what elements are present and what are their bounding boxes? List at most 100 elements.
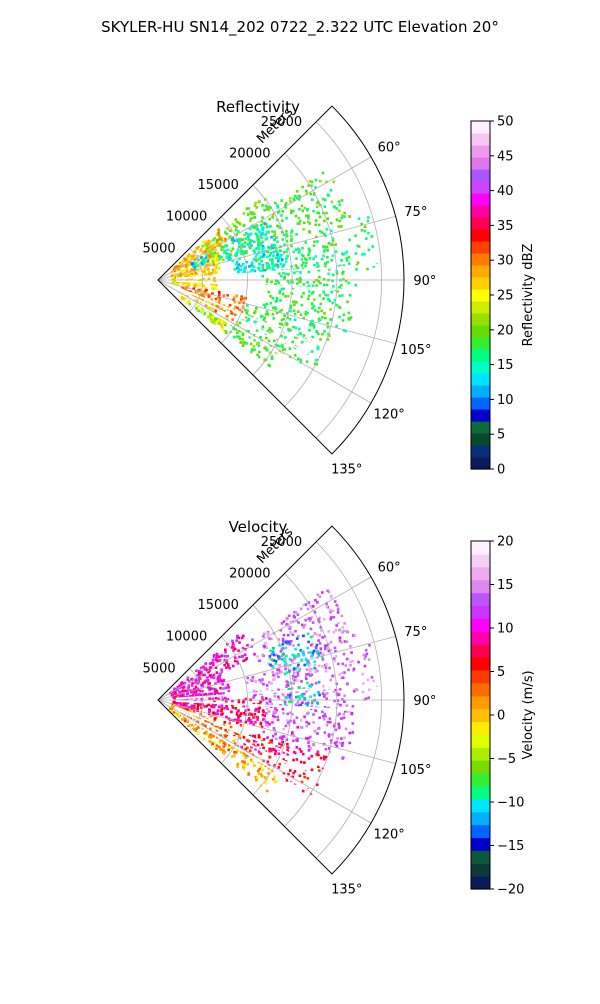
reflectivity-cell [312, 209, 315, 213]
reflectivity-cell [310, 184, 313, 187]
reflectivity-cell [211, 257, 214, 260]
velocity-cell [252, 716, 255, 719]
velocity-cell [308, 619, 312, 622]
velocity-cell [304, 676, 308, 679]
reflectivity-colorbar-segment [471, 181, 490, 194]
velocity-cell [235, 721, 239, 725]
velocity-cell [305, 673, 308, 676]
velocity-cell [293, 610, 296, 614]
reflectivity-cell [259, 233, 263, 236]
velocity-cell [197, 732, 200, 735]
velocity-azimuth-tick-label: 90° [413, 694, 436, 709]
velocity-cell [282, 727, 285, 731]
reflectivity-cell [286, 312, 289, 315]
velocity-cell [250, 721, 254, 724]
velocity-cell [330, 594, 333, 598]
reflectivity-cell [209, 261, 212, 265]
reflectivity-cell [260, 259, 263, 263]
velocity-cell [303, 775, 306, 779]
velocity-cell [246, 746, 249, 750]
velocity-cell [341, 744, 344, 747]
velocity-cell [286, 683, 289, 687]
velocity-cell [316, 783, 319, 786]
reflectivity-cell [285, 230, 288, 233]
velocity-cell [284, 696, 288, 699]
reflectivity-cell [316, 262, 319, 265]
reflectivity-cell [326, 249, 329, 252]
reflectivity-cell [198, 297, 202, 301]
velocity-cell [361, 690, 365, 694]
reflectivity-cell [184, 283, 188, 286]
reflectivity-cell [255, 342, 259, 346]
reflectivity-cell [321, 332, 324, 336]
velocity-cell [329, 616, 333, 619]
velocity-cell [312, 713, 315, 716]
velocity-cell [223, 696, 227, 700]
velocity-cell [184, 717, 187, 720]
reflectivity-cell [253, 338, 257, 342]
velocity-cell [311, 642, 314, 645]
velocity-cell [314, 599, 317, 602]
velocity-cell [286, 681, 290, 684]
reflectivity-cell [206, 247, 210, 250]
reflectivity-cell [274, 343, 278, 347]
reflectivity-cell [212, 254, 216, 257]
reflectivity-cell [282, 277, 286, 280]
reflectivity-cell [227, 308, 230, 311]
reflectivity-cell [195, 290, 199, 293]
velocity-cell [242, 704, 245, 708]
velocity-cell [260, 695, 264, 699]
velocity-cell [257, 659, 261, 663]
reflectivity-cell [272, 339, 276, 343]
velocity-cell [287, 614, 291, 618]
velocity-cell [304, 657, 308, 661]
reflectivity-cell [181, 259, 185, 263]
reflectivity-cell [320, 257, 324, 261]
velocity-cell [226, 654, 229, 658]
reflectivity-cell [245, 231, 248, 235]
velocity-cell [313, 610, 317, 614]
velocity-colorbar-segment [471, 566, 490, 581]
reflectivity-cell [315, 363, 319, 366]
reflectivity-cell [196, 304, 199, 307]
velocity-cell [307, 749, 311, 752]
velocity-cell [183, 719, 187, 723]
velocity-cell [284, 641, 288, 644]
velocity-cell [288, 700, 291, 704]
velocity-cell [316, 727, 320, 731]
velocity-cell [211, 661, 215, 665]
velocity-cell [289, 631, 292, 634]
reflectivity-cell [266, 250, 269, 253]
reflectivity-cell [265, 310, 269, 313]
reflectivity-cell [312, 322, 315, 326]
velocity-cell [268, 700, 272, 703]
reflectivity-cell [290, 244, 293, 248]
velocity-cell [229, 725, 233, 729]
reflectivity-cell [278, 310, 282, 314]
velocity-cell [200, 699, 204, 703]
reflectivity-cell [214, 260, 218, 263]
reflectivity-cell [327, 242, 331, 245]
velocity-cell [215, 657, 218, 660]
reflectivity-cell [315, 330, 319, 333]
reflectivity-cell [273, 244, 276, 247]
reflectivity-cell [325, 180, 328, 184]
velocity-cell [339, 742, 342, 745]
reflectivity-cell [322, 254, 325, 258]
reflectivity-cell [311, 284, 315, 288]
reflectivity-cell [311, 307, 314, 310]
velocity-azimuth-tick-label: 120° [373, 827, 404, 842]
velocity-cell [177, 693, 181, 697]
velocity-cell [235, 713, 239, 716]
reflectivity-cell [284, 206, 288, 209]
velocity-cell [245, 681, 249, 685]
velocity-cell [272, 646, 275, 650]
velocity-cell [296, 665, 299, 669]
reflectivity-cell [266, 263, 269, 267]
reflectivity-cell [191, 268, 194, 272]
velocity-cell [207, 702, 210, 706]
reflectivity-cell [187, 268, 191, 272]
velocity-cell [365, 652, 369, 656]
velocity-cell [311, 605, 315, 608]
reflectivity-cell [330, 200, 334, 204]
